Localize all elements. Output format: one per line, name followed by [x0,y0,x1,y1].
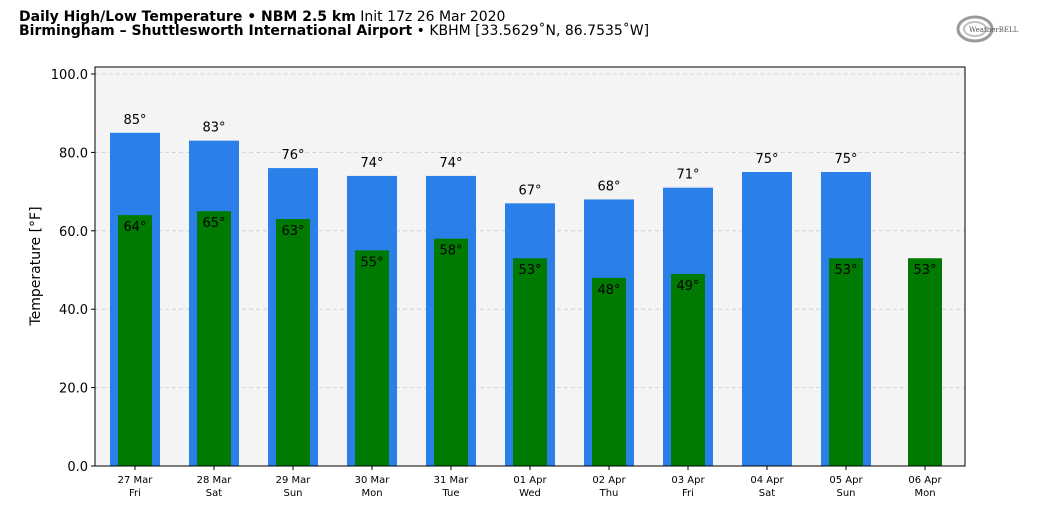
y-axis: 0.0 20.0 40.0 60.0 80.0 100.0 [51,68,95,475]
low-bar [513,258,547,466]
x-tick-day: Fri [682,488,694,499]
low-label: 65° [202,216,225,231]
init-time: Init 17z 26 Mar 2020 [360,9,506,25]
x-tick-day: Thu [599,488,619,499]
y-tick-label: 40.0 [59,303,88,318]
high-label: 74° [360,156,383,171]
location-detail: • KBHM [33.5629˚N, 86.7535˚W] [416,23,650,39]
logo-text: WeatherBELL [969,26,1019,34]
x-tick-date: 02 Apr [592,475,626,486]
low-bar [592,277,626,466]
x-tick-date: 01 Apr [513,475,547,486]
y-axis-label: Temperature [°F] [28,206,44,326]
high-label: 83° [202,121,225,136]
x-tick-day: Sat [759,488,775,499]
y-tick-label: 100.0 [51,68,88,83]
x-tick-day: Tue [441,488,459,499]
y-tick-label: 60.0 [59,225,88,240]
chart-title: Daily High/Low Temperature • NBM 2.5 km [19,9,356,25]
low-label: 55° [360,255,383,270]
high-label: 76° [281,148,304,163]
low-bar [829,258,863,466]
x-tick-date: 03 Apr [671,475,705,486]
x-tick-day: Mon [914,488,935,499]
high-bar [742,172,792,466]
low-bar [355,250,389,466]
high-label: 75° [755,152,778,167]
x-tick-date: 05 Apr [829,475,863,486]
x-tick-day: Fri [129,488,141,499]
x-tick-day: Mon [361,488,382,499]
low-label: 48° [597,283,620,298]
high-label: 74° [439,156,462,171]
data-labels: 85° 64° 83° 65° 76° 63° 74° 55° 74° 58° 67° 53° 68° 4… [123,113,936,298]
x-tick-date: 28 Mar [197,475,233,486]
low-bar [197,211,231,466]
weatherbell-logo: WeatherBELL [956,15,1019,43]
low-label: 53° [913,263,936,278]
low-label: 53° [518,263,541,278]
y-tick-label: 80.0 [59,146,88,161]
high-label: 67° [518,183,541,198]
low-bar [908,258,942,466]
location-name: Birmingham – Shuttlesworth International… [19,23,413,39]
chart-title-line: Daily High/Low Temperature • NBM 2.5 km … [19,9,505,25]
x-tick-date: 31 Mar [434,475,470,486]
low-bar [118,215,152,466]
high-label: 68° [597,179,620,194]
high-label: 71° [676,168,699,183]
low-label: 63° [281,224,304,239]
low-bar [671,273,705,466]
low-bar [276,219,310,466]
low-label: 49° [676,279,699,294]
high-label: 85° [123,113,146,128]
low-label: 53° [834,263,857,278]
x-tick-day: Sat [206,488,222,499]
location-line: Birmingham – Shuttlesworth International… [19,23,649,39]
high-label: 75° [834,152,857,167]
x-tick-day: Wed [519,488,541,499]
x-tick-date: 27 Mar [118,475,154,486]
x-tick-day: Sun [283,488,302,499]
x-tick-day: Sun [836,488,855,499]
x-tick-date: 29 Mar [276,475,312,486]
y-tick-label: 20.0 [59,382,88,397]
x-tick-date: 30 Mar [355,475,391,486]
x-tick-date: 04 Apr [750,475,784,486]
low-bar [434,238,468,466]
low-label: 64° [123,220,146,235]
y-tick-label: 0.0 [67,460,88,475]
low-bars [118,211,942,466]
x-tick-date: 06 Apr [908,475,942,486]
x-axis: 27 Mar Fri 28 Mar Sat 29 Mar Sun 30 Mar Mon 31 M… [118,466,942,499]
low-label: 58° [439,244,462,259]
